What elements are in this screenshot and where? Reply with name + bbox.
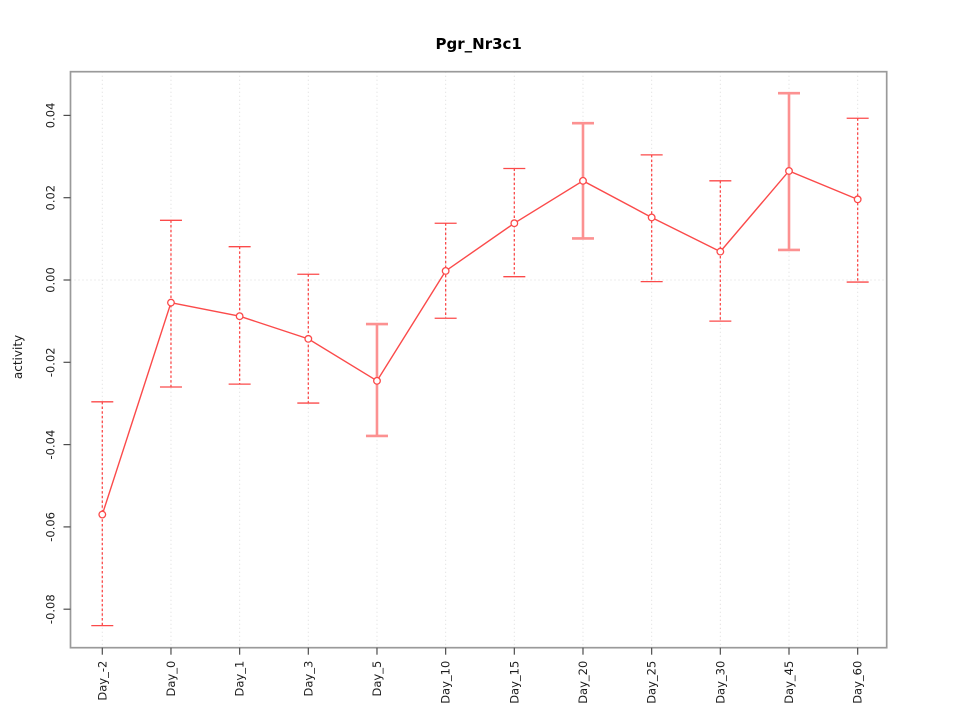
data-point [304, 334, 313, 343]
data-point [441, 266, 450, 275]
y-tick-label: -0.06 [44, 512, 58, 542]
data-point [853, 195, 862, 204]
plot-border [69, 70, 888, 649]
x-tick-label: Day_25 [645, 661, 659, 704]
error-bar [91, 401, 114, 627]
x-tick-label: Day_5 [370, 661, 384, 697]
data-point [785, 167, 793, 175]
data-point [373, 376, 381, 385]
y-tick-label: 0.04 [44, 103, 58, 129]
chart-layer: 0.04 0.02 0.00 -0.02 -0.04 -0.06 -0.08 Day_-2 Da… [44, 70, 888, 704]
x-tick-label: Day_20 [576, 661, 590, 704]
y-tick-label: -0.02 [44, 347, 58, 377]
y-axis-label: activity [11, 335, 25, 379]
data-point [98, 510, 107, 519]
y-tick-label: -0.08 [44, 594, 58, 624]
data-point [235, 312, 244, 321]
chart-title: Pgr_Nr3c1 [436, 35, 522, 53]
error-bar [709, 180, 732, 322]
y-tick-label: 0.00 [44, 267, 58, 293]
x-tick-label: Day_60 [851, 661, 865, 704]
x-tick-label: Day_10 [439, 661, 453, 704]
y-tick-label: 0.02 [44, 185, 58, 211]
x-tick-label: Day_1 [233, 661, 247, 697]
x-tick-label: Day_-2 [95, 661, 109, 701]
x-tick-label: Day_3 [301, 661, 315, 697]
data-point [647, 213, 656, 222]
series-line [101, 170, 858, 515]
data-point [510, 219, 519, 228]
x-tick-label: Day_15 [507, 661, 521, 704]
data-point [716, 247, 725, 256]
x-tick-label: Day_30 [713, 661, 727, 704]
error-bar [228, 246, 251, 385]
data-point [579, 176, 587, 185]
error-bar [159, 219, 182, 388]
data-point [167, 298, 175, 307]
x-tick-label: Day_0 [164, 661, 178, 697]
error-bar [297, 273, 320, 404]
y-tick-label: -0.04 [44, 430, 58, 460]
x-tick-label: Day_45 [782, 661, 796, 704]
